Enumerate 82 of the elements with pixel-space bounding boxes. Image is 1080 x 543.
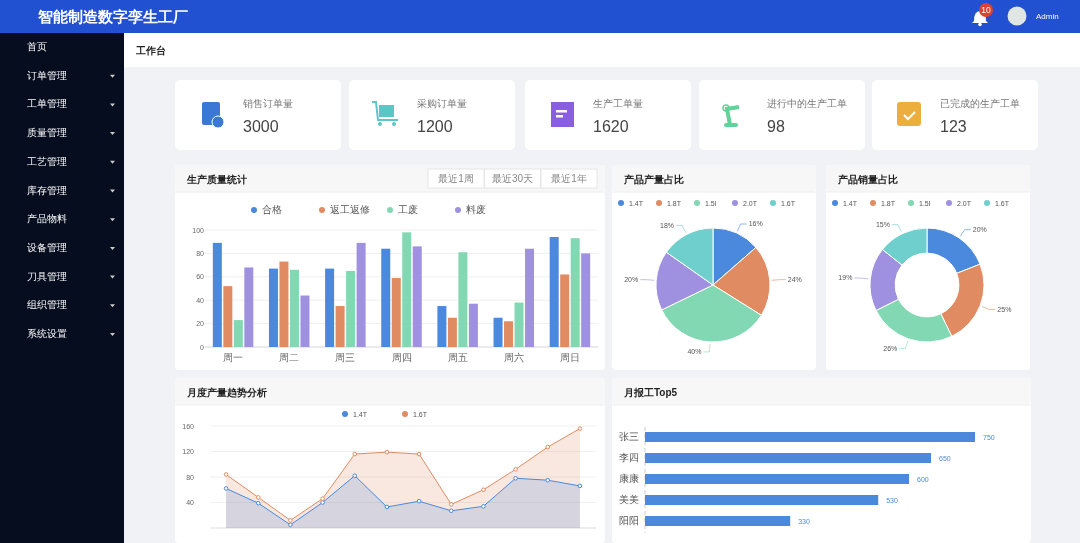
text: 最近1周 — [438, 172, 474, 184]
text: 采购订单量 — [417, 98, 467, 109]
x-tick-label: 周二 — [279, 352, 300, 363]
bar — [645, 495, 879, 505]
legend-label: 料废 — [466, 204, 486, 215]
bar — [223, 286, 233, 347]
bar — [233, 320, 243, 347]
text: 生产工单量 — [593, 98, 643, 109]
text: 质量管理 — [27, 127, 67, 139]
chart-title: 产品销量占比 — [837, 174, 898, 185]
text: Admin — [1036, 12, 1059, 21]
y-tick-label: 康康 — [619, 472, 639, 484]
bar — [645, 516, 791, 526]
x-tick-label: 周六 — [503, 352, 524, 363]
bar — [514, 302, 524, 347]
bar — [356, 242, 366, 347]
text: 98 — [767, 118, 785, 135]
x-tick-label: 周一 — [223, 352, 244, 363]
bar — [244, 267, 254, 347]
text: 工艺管理 — [27, 155, 67, 167]
text: 产品物料 — [27, 213, 67, 225]
y-tick-label: 李四 — [619, 451, 639, 463]
y-tick-label: 美美 — [619, 493, 639, 505]
legend-label: 工废 — [398, 204, 418, 215]
bar — [279, 261, 289, 347]
bar — [447, 317, 457, 347]
text: 设备管理 — [27, 241, 67, 253]
bar — [412, 246, 422, 347]
text: 10 — [981, 5, 991, 15]
text: 最近30天 — [491, 172, 534, 184]
bar — [468, 303, 478, 347]
bar — [437, 306, 447, 347]
x-tick-label: 周五 — [447, 352, 468, 363]
bar — [581, 253, 591, 347]
text: 组织管理 — [27, 299, 67, 311]
bar — [570, 238, 580, 347]
x-tick-label: 周四 — [391, 352, 412, 363]
bar — [645, 474, 909, 484]
bar — [391, 277, 401, 347]
bar — [300, 295, 310, 347]
bar — [289, 269, 299, 347]
bar — [504, 321, 514, 347]
bar — [346, 270, 356, 347]
text: 3000 — [243, 118, 279, 135]
bar — [560, 274, 570, 347]
bar — [493, 317, 503, 347]
x-tick-label: 周日 — [559, 352, 580, 363]
bar — [335, 306, 345, 347]
x-tick-label: 周三 — [335, 352, 356, 363]
chart-title: 月报工Top5 — [623, 387, 678, 398]
legend-label: 合格 — [262, 204, 282, 215]
bar — [549, 237, 559, 347]
text: 订单管理 — [27, 69, 67, 81]
text: 1200 — [417, 118, 453, 135]
bar — [458, 252, 468, 347]
text: 智能制造数字孪生工厂 — [37, 8, 188, 25]
bar — [402, 232, 412, 347]
text: 首页 — [27, 41, 47, 52]
text: 进行中的生产工单 — [767, 98, 847, 109]
text: 1620 — [593, 118, 629, 135]
text: 工单管理 — [27, 98, 67, 110]
bar — [381, 248, 391, 347]
chart-title: 月度产量趋势分析 — [186, 387, 267, 398]
chart-title: 产品产量占比 — [623, 174, 684, 185]
text: 已完成的生产工单 — [940, 98, 1020, 109]
y-tick-label: 张三 — [619, 430, 639, 442]
text: 工作台 — [135, 45, 166, 56]
text: 刀具管理 — [27, 270, 67, 282]
chart-title: 生产质量统计 — [186, 174, 247, 185]
bar — [268, 268, 278, 347]
y-tick-label: 阳阳 — [619, 514, 639, 526]
bar — [212, 242, 222, 347]
legend-label: 返工返修 — [330, 204, 370, 215]
text: 123 — [940, 118, 967, 135]
bar — [645, 453, 931, 463]
bar — [325, 268, 335, 347]
bar — [525, 248, 535, 347]
text: 库存管理 — [27, 184, 67, 196]
bar — [645, 432, 975, 442]
text: 系统设置 — [27, 328, 67, 339]
text: 销售订单量 — [242, 98, 293, 109]
text: 最近1年 — [551, 172, 587, 184]
